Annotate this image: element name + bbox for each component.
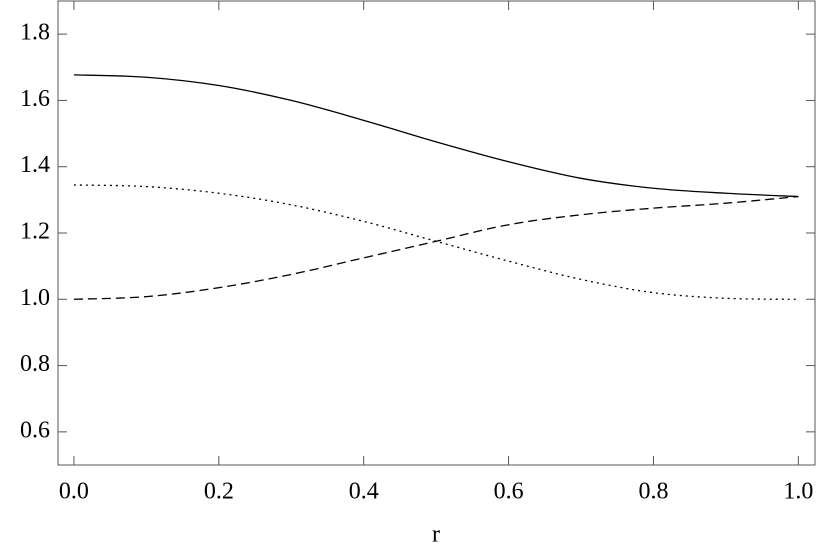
y-tick-label: 1.8	[20, 20, 50, 46]
y-tick-label: 1.0	[20, 285, 50, 311]
x-axis-label: r	[432, 522, 440, 548]
y-tick-label: 0.6	[20, 417, 50, 443]
plot-frame	[57, 0, 816, 466]
x-tick-label: 0.4	[349, 479, 379, 505]
line-series	[73, 195, 799, 300]
y-tick-label: 0.8	[20, 351, 50, 377]
y-tick-label: 1.2	[20, 219, 50, 245]
x-tick-label: 1.0	[783, 479, 813, 505]
x-tick-label: 0.0	[59, 479, 89, 505]
x-tick-label: 0.6	[494, 479, 524, 505]
y-tick-label: 1.6	[20, 86, 50, 112]
line-series	[73, 74, 799, 198]
line-series	[73, 184, 799, 300]
x-tick-label: 0.8	[638, 479, 668, 505]
x-tick-label: 0.2	[204, 479, 234, 505]
y-tick-label: 1.4	[20, 152, 50, 178]
